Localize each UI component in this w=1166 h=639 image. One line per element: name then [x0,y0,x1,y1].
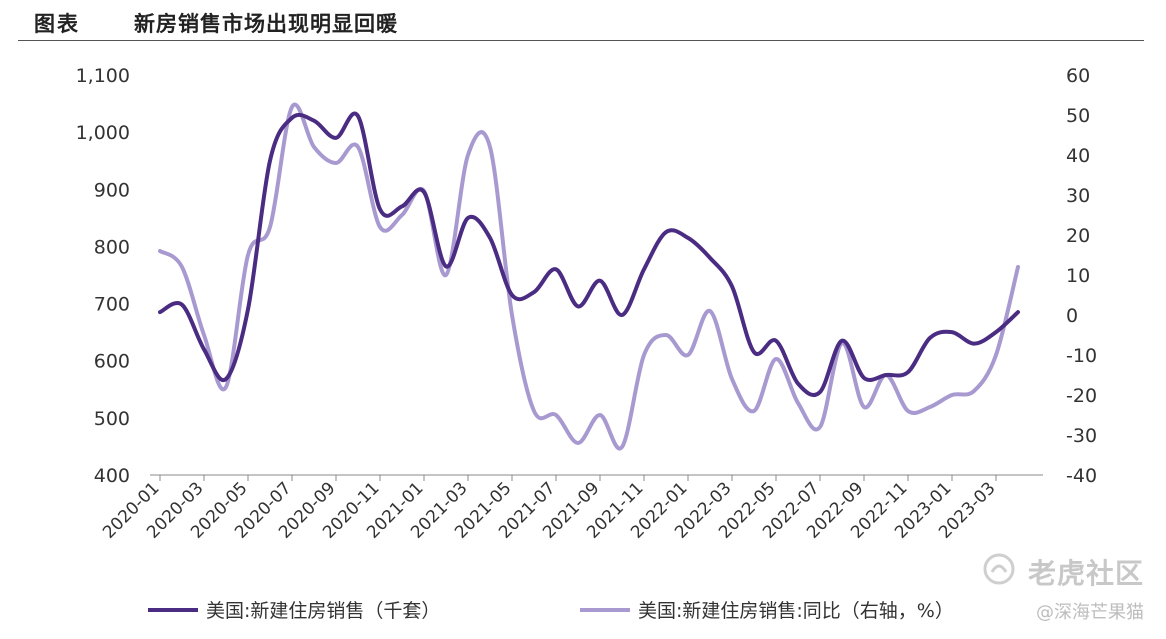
watermark-logo-icon [982,552,1016,586]
watermark-handle: @深海芒果猫 [1036,598,1144,624]
series-line-yoy [160,105,1018,449]
legend-swatch-sales [148,608,198,612]
y-left-tick-label: 600 [94,351,130,373]
y-left-tick-label: 900 [94,179,130,201]
y-right-tick-label: 50 [1066,105,1090,127]
y-left-tick-label: 400 [94,465,130,487]
y-left-tick-label: 1,100 [76,65,130,87]
legend-item-yoy: 美国:新建住房销售:同比（右轴，%） [580,596,954,623]
y-right-tick-label: -40 [1066,465,1097,487]
y-left-tick-label: 500 [94,408,130,430]
legend-item-sales: 美国:新建住房销售（千套） [148,596,440,623]
y-right-tick-label: 10 [1066,265,1090,287]
legend-swatch-yoy [580,608,630,612]
y-right-tick-label: -10 [1066,345,1097,367]
y-left-tick-label: 800 [94,236,130,258]
y-right-tick-label: 30 [1066,185,1090,207]
y-left-tick-label: 700 [94,294,130,316]
line-chart: 4005006007008009001,0001,100-40-30-20-10… [0,0,1166,600]
chart-legend: 美国:新建住房销售（千套） 美国:新建住房销售:同比（右轴，%） [0,596,1166,628]
y-right-tick-label: -30 [1066,425,1097,447]
y-left-tick-label: 1,000 [76,122,130,144]
watermark-text: 老虎社区 [1028,552,1144,592]
y-right-tick-label: 20 [1066,225,1090,247]
y-right-tick-label: -20 [1066,385,1097,407]
series-line-sales [160,114,1018,396]
y-right-tick-label: 0 [1066,305,1078,327]
legend-label-yoy: 美国:新建住房销售:同比（右轴，%） [638,596,954,623]
y-right-tick-label: 60 [1066,65,1090,87]
y-right-tick-label: 40 [1066,145,1090,167]
legend-label-sales: 美国:新建住房销售（千套） [206,596,440,623]
